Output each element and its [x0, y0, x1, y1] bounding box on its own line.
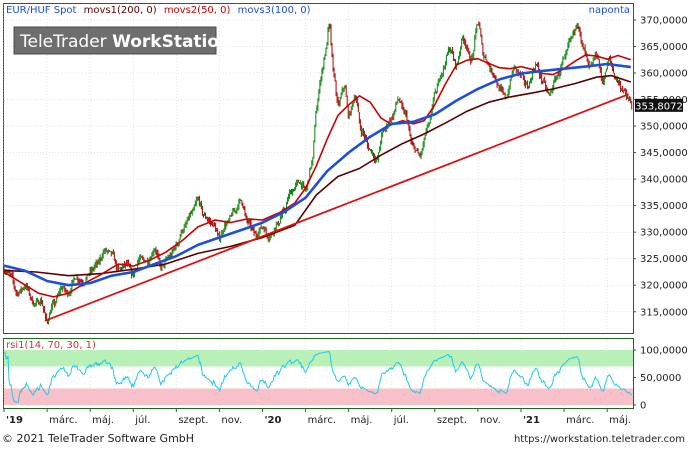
- rsi-path: [4, 351, 633, 403]
- copyright-text: © 2021 TeleTrader Software GmbH: [2, 432, 194, 445]
- moving-averages: [3, 54, 632, 298]
- svg-text:TeleTrader WorkStation: TeleTrader WorkStation: [19, 32, 231, 52]
- x-tick-label-7: márc.: [308, 414, 336, 426]
- legend-movs2: movs2(50, 0): [164, 5, 231, 16]
- main-panel-frame: [3, 3, 634, 334]
- x-tick-label-2: máj.: [92, 414, 114, 426]
- y-tick-label-0: 315,0000: [640, 307, 688, 318]
- y-tick-label-6: 345,0000: [640, 148, 688, 159]
- y-tick-label-5: 340,0000: [640, 175, 688, 186]
- rsi-line: [4, 351, 633, 403]
- price-bars: [3, 21, 633, 325]
- x-tick-label-8: máj.: [351, 414, 373, 426]
- watermark-text-bold: WorkStation: [112, 32, 231, 52]
- y-tick-label-3: 330,0000: [640, 228, 688, 239]
- x-tick-label-12: '21: [523, 415, 540, 426]
- y-tick-label-2: 325,0000: [640, 254, 688, 265]
- rsi-tick-label-0: 100,0000: [640, 346, 688, 357]
- time-axis: '19 márc. máj. júl. szept. nov. '20 márc. máj. jú…: [3, 408, 631, 426]
- x-tick-label-6: '20: [264, 415, 281, 426]
- watermark-text: TeleTrader: [19, 32, 112, 52]
- period-label: naponta: [589, 5, 630, 16]
- x-tick-label-10: szept.: [437, 415, 467, 426]
- y-tick-label-11: 370,0000: [640, 15, 688, 26]
- x-tick-label-3: júl.: [134, 414, 150, 426]
- y-tick-label-9: 360,0000: [640, 68, 688, 79]
- y-tick-label-7: 350,0000: [640, 122, 688, 133]
- rsi-overbought-zone: [4, 350, 633, 367]
- support-trendline: [44, 93, 630, 322]
- rsi-legend: rsi1(14, 70, 30, 1): [6, 340, 96, 351]
- ma-line-2: [3, 54, 632, 298]
- price-axis: 315,0000 320,0000 325,0000 330,0000 335,0000…: [633, 15, 688, 318]
- x-tick-label-13: márc.: [566, 414, 594, 426]
- last-price-badge: 353,8072: [635, 98, 683, 112]
- instrument-label: EUR/HUF Spot: [6, 5, 77, 16]
- x-tick-label-11: nov.: [480, 415, 501, 426]
- legend-movs1: movs1(200, 0): [84, 5, 157, 16]
- x-tick-label-4: szept.: [178, 415, 208, 426]
- rsi-oversold-zone: [4, 388, 633, 405]
- rsi-axis: 100,0000 50,0000 0: [633, 346, 688, 412]
- watermark-logo: TeleTrader WorkStation: [13, 26, 231, 55]
- y-tick-label-1: 320,0000: [640, 281, 688, 292]
- rsi-tick-label-2: 0: [640, 401, 646, 412]
- ma-line-1: [3, 74, 632, 277]
- rsi-tick-label-1: 50,0000: [640, 373, 681, 384]
- x-tick-label-5: nov.: [221, 415, 242, 426]
- legend-header: EUR/HUF Spot movs1(200, 0) movs2(50, 0) …: [6, 5, 311, 16]
- legend-movs3: movs3(100, 0): [238, 5, 311, 16]
- ma-line-3: [3, 62, 631, 287]
- last-price-value: 353,8072: [635, 101, 683, 112]
- x-tick-label-9: júl.: [393, 414, 409, 426]
- y-tick-label-10: 365,0000: [640, 42, 688, 53]
- x-tick-label-0: '19: [6, 415, 23, 426]
- y-tick-label-4: 335,0000: [640, 201, 688, 212]
- trendline: [44, 93, 630, 322]
- x-tick-label-1: márc.: [49, 414, 77, 426]
- source-url[interactable]: https://workstation.teletrader.com: [514, 434, 685, 445]
- x-tick-label-14: máj.: [609, 414, 631, 426]
